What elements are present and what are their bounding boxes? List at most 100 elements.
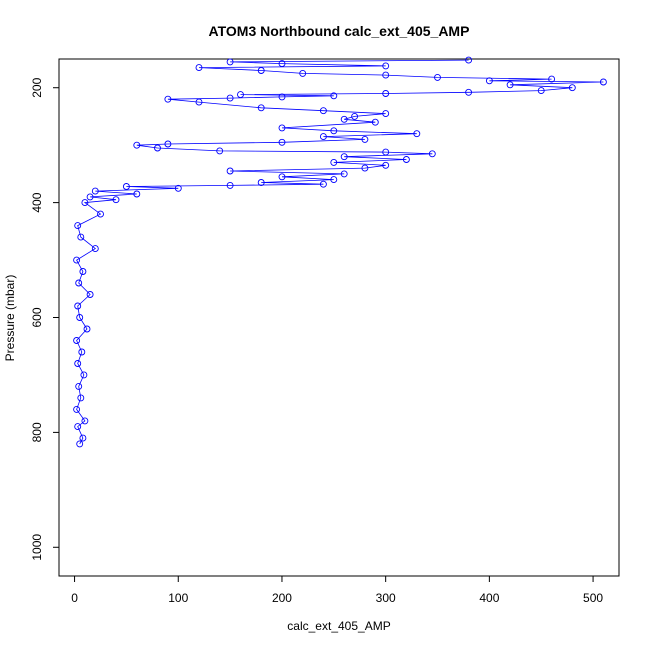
x-axis: 0 100 200 300 400 500 — [71, 576, 603, 605]
data-point — [81, 417, 89, 425]
data-point — [382, 62, 390, 70]
data-point — [506, 81, 514, 89]
data-point — [351, 112, 359, 120]
x-tick-label: 400 — [479, 591, 499, 605]
chart-title: ATOM3 Northbound calc_ext_405_AMP — [209, 23, 470, 39]
x-tick-label: 500 — [583, 591, 603, 605]
data-point — [278, 173, 286, 181]
data-point — [76, 314, 84, 321]
data-point — [74, 222, 82, 230]
data-point — [74, 360, 82, 367]
data-point — [226, 94, 234, 102]
data-point — [164, 95, 172, 103]
data-point — [537, 87, 545, 95]
data-point — [340, 115, 348, 123]
data-point — [330, 176, 338, 184]
y-tick-label: 600 — [30, 307, 44, 327]
y-tick-label: 800 — [30, 422, 44, 442]
x-tick-label: 300 — [376, 591, 396, 605]
data-point — [79, 268, 87, 275]
data-point — [237, 91, 244, 99]
data-point — [226, 58, 234, 66]
data-point — [73, 405, 81, 413]
data-point — [91, 187, 99, 195]
data-point — [257, 179, 265, 186]
data-point — [402, 156, 410, 163]
data-point — [319, 133, 327, 141]
y-tick-label: 1000 — [30, 534, 44, 561]
x-tick-label: 0 — [71, 591, 78, 605]
data-point — [174, 184, 182, 192]
y-tick-label: 200 — [30, 77, 44, 97]
data-point — [226, 167, 234, 175]
data-point — [278, 138, 286, 146]
data-point — [195, 98, 203, 106]
data-point — [74, 302, 82, 310]
data-point — [413, 130, 421, 138]
data-point — [382, 110, 390, 118]
data-point — [278, 60, 286, 68]
y-tick-label: 400 — [30, 192, 44, 212]
data-point — [86, 193, 94, 201]
data-point — [485, 77, 493, 85]
data-point — [330, 158, 338, 166]
data-point — [257, 67, 265, 74]
data-point — [465, 88, 473, 96]
data-point — [428, 150, 436, 158]
data-point — [299, 69, 307, 77]
data-point — [216, 147, 224, 155]
data-point — [73, 256, 81, 264]
data-point — [75, 279, 83, 287]
data-point — [361, 164, 369, 172]
plot-frame — [58, 58, 620, 577]
data-point — [97, 210, 104, 218]
x-tick-label: 100 — [168, 591, 188, 605]
data-point — [465, 56, 473, 64]
data-point — [361, 135, 369, 143]
data-point — [91, 245, 99, 253]
data-layer — [73, 56, 607, 448]
data-point — [257, 104, 265, 112]
data-point — [83, 325, 91, 333]
data-point — [75, 382, 83, 390]
data-point — [278, 124, 286, 132]
data-point — [86, 291, 94, 298]
data-point — [164, 140, 172, 148]
data-point — [278, 93, 286, 101]
data-point — [76, 440, 84, 448]
data-point — [382, 161, 390, 169]
x-axis-label: calc_ext_405_AMP — [287, 619, 390, 633]
data-point — [226, 181, 234, 189]
series-line — [76, 59, 604, 445]
data-point — [371, 118, 379, 126]
data-point — [122, 183, 130, 190]
y-axis-label: Pressure (mbar) — [3, 275, 17, 362]
data-point — [330, 127, 338, 135]
data-point — [434, 73, 441, 81]
data-point — [195, 64, 203, 72]
data-point — [382, 148, 390, 156]
data-point — [81, 199, 89, 207]
data-point — [340, 153, 348, 161]
data-point — [80, 371, 88, 379]
data-point — [340, 170, 348, 178]
data-point — [77, 233, 85, 241]
data-point — [78, 348, 86, 356]
data-point — [77, 394, 85, 402]
data-point — [330, 92, 338, 100]
data-point — [79, 434, 87, 442]
data-point — [568, 84, 576, 92]
data-point — [74, 423, 82, 431]
data-point — [382, 90, 390, 97]
data-point — [319, 107, 327, 115]
data-point — [133, 141, 141, 149]
y-axis: 200 400 600 800 1000 — [30, 77, 59, 561]
data-point — [548, 75, 556, 83]
data-point — [599, 78, 607, 86]
data-point — [319, 180, 327, 188]
data-point — [154, 144, 161, 152]
data-point — [73, 337, 81, 344]
data-point — [382, 71, 390, 79]
data-point — [133, 190, 141, 198]
